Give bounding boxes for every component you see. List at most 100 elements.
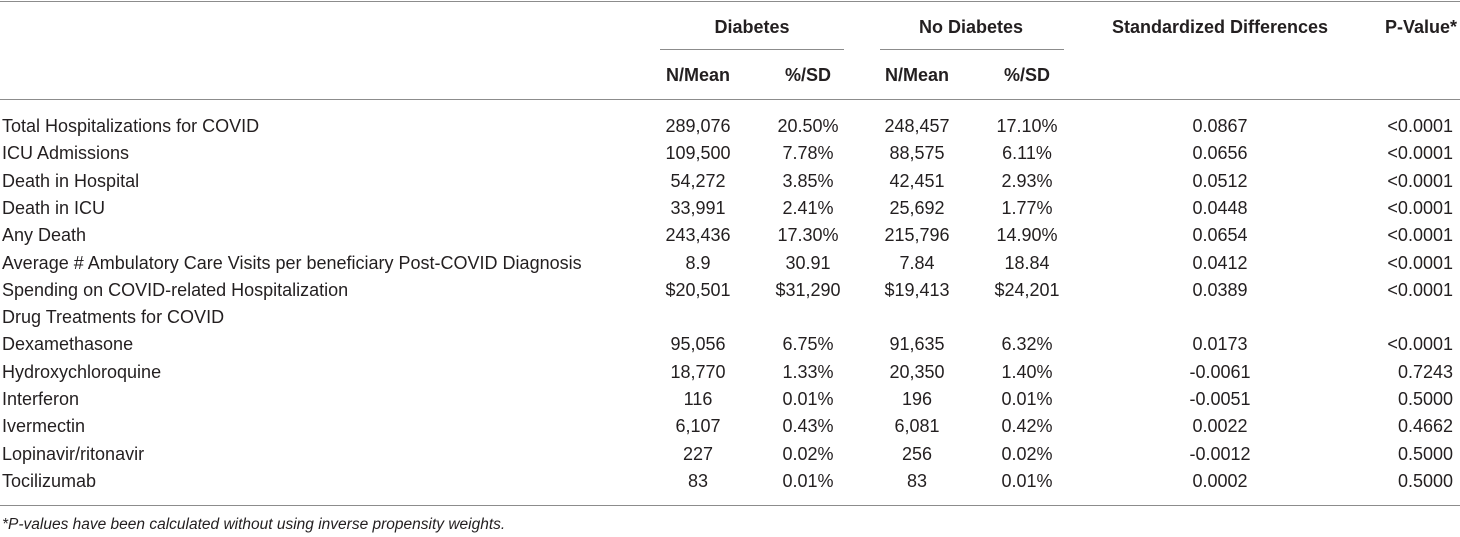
no-diabetes-pct-sd: 0.01% bbox=[1001, 389, 1053, 409]
diabetes-n-mean: 116 bbox=[683, 389, 713, 409]
standardized-difference: 0.0022 bbox=[1192, 416, 1248, 436]
diabetes-n-mean: 8.9 bbox=[685, 253, 711, 273]
row-label: ICU Admissions bbox=[2, 143, 130, 163]
no-diabetes-n-mean: 196 bbox=[901, 389, 933, 409]
standardized-difference: 0.0656 bbox=[1192, 143, 1248, 163]
row-label: Any Death bbox=[2, 225, 87, 245]
row-label: Ivermectin bbox=[2, 416, 86, 436]
no-diabetes-n-mean: 91,635 bbox=[889, 334, 945, 354]
p-value: <0.0001 bbox=[1387, 334, 1453, 354]
diabetes-n-mean: 109,500 bbox=[665, 143, 731, 163]
no-diabetes-n-mean: 7.84 bbox=[899, 253, 935, 273]
no-diabetes-pct-sd: 1.40% bbox=[1001, 362, 1053, 382]
diabetes-n-mean: 83 bbox=[687, 471, 709, 491]
no-diabetes-pct-sd: 2.93% bbox=[1001, 171, 1053, 191]
no-diabetes-n-mean: 83 bbox=[906, 471, 928, 491]
standardized-difference: 0.0867 bbox=[1192, 116, 1248, 136]
diabetes-pct-sd: 6.75% bbox=[782, 334, 834, 354]
no-diabetes-pct-sd: 1.77% bbox=[1001, 198, 1053, 218]
standardized-difference: -0.0012 bbox=[1189, 444, 1251, 464]
no-diabetes-n-mean: 215,796 bbox=[884, 225, 950, 245]
diabetes-n-mean: 95,056 bbox=[670, 334, 726, 354]
diabetes-pct-sd: 1.33% bbox=[782, 362, 834, 382]
p-value: 0.5000 bbox=[1397, 389, 1453, 409]
diabetes-pct-sd: $31,290 bbox=[775, 280, 841, 300]
diabetes-n-mean: 227 bbox=[682, 444, 714, 464]
row-label: Interferon bbox=[2, 389, 80, 409]
no-diabetes-n-mean: 248,457 bbox=[884, 116, 950, 136]
diabetes-n-mean: 54,272 bbox=[670, 171, 726, 191]
diabetes-n-mean: 18,770 bbox=[670, 362, 726, 382]
row-label: Total Hospitalizations for COVID bbox=[2, 116, 260, 136]
no-diabetes-n-mean: 6,081 bbox=[894, 416, 940, 436]
p-value: 0.5000 bbox=[1397, 444, 1453, 464]
subheader-no-diabetes-pct-sd: %/SD bbox=[1003, 65, 1051, 85]
p-value: 0.4662 bbox=[1397, 416, 1453, 436]
diabetes-n-mean: 33,991 bbox=[670, 198, 726, 218]
standardized-difference: 0.0448 bbox=[1192, 198, 1248, 218]
diabetes-span-rule bbox=[660, 49, 844, 50]
diabetes-n-mean: 289,076 bbox=[665, 116, 731, 136]
p-value: <0.0001 bbox=[1387, 143, 1453, 163]
p-value: <0.0001 bbox=[1387, 198, 1453, 218]
no-diabetes-pct-sd: 17.10% bbox=[996, 116, 1058, 136]
header-bottom-rule bbox=[0, 99, 1460, 100]
no-diabetes-pct-sd: 6.11% bbox=[1002, 143, 1052, 163]
row-label: Lopinavir/ritonavir bbox=[2, 444, 145, 464]
row-label: Spending on COVID-related Hospitalizatio… bbox=[2, 280, 349, 300]
no-diabetes-pct-sd: 18.84 bbox=[1004, 253, 1050, 273]
no-diabetes-n-mean: 88,575 bbox=[889, 143, 945, 163]
standardized-difference: 0.0173 bbox=[1192, 334, 1248, 354]
p-value: <0.0001 bbox=[1387, 116, 1453, 136]
p-value: 0.5000 bbox=[1397, 471, 1453, 491]
standardized-difference: 0.0002 bbox=[1192, 471, 1248, 491]
diabetes-pct-sd: 0.43% bbox=[782, 416, 834, 436]
table-top-rule bbox=[0, 1, 1460, 2]
standardized-difference: 0.0512 bbox=[1192, 171, 1248, 191]
standardized-difference: 0.0654 bbox=[1192, 225, 1248, 245]
row-label: Hydroxychloroquine bbox=[2, 362, 162, 382]
p-value: 0.7243 bbox=[1397, 362, 1453, 382]
table-bottom-rule bbox=[0, 505, 1460, 506]
standardized-difference: -0.0061 bbox=[1189, 362, 1251, 382]
diabetes-n-mean: 6,107 bbox=[675, 416, 721, 436]
p-value: <0.0001 bbox=[1387, 280, 1453, 300]
diabetes-pct-sd: 3.85% bbox=[782, 171, 834, 191]
standardized-difference: 0.0412 bbox=[1192, 253, 1248, 273]
no-diabetes-pct-sd: 0.02% bbox=[1001, 444, 1053, 464]
diabetes-n-mean: 243,436 bbox=[665, 225, 731, 245]
subheader-no-diabetes-n-mean: N/Mean bbox=[884, 65, 950, 85]
p-value: <0.0001 bbox=[1387, 253, 1453, 273]
subheader-diabetes-n-mean: N/Mean bbox=[665, 65, 731, 85]
standardized-difference: 0.0389 bbox=[1192, 280, 1248, 300]
row-label: Tocilizumab bbox=[2, 471, 97, 491]
diabetes-pct-sd: 0.01% bbox=[782, 389, 834, 409]
no-diabetes-n-mean: 20,350 bbox=[889, 362, 945, 382]
no-diabetes-n-mean: 25,692 bbox=[889, 198, 945, 218]
no-diabetes-n-mean: 256 bbox=[901, 444, 933, 464]
row-label: Drug Treatments for COVID bbox=[2, 307, 225, 327]
diabetes-pct-sd: 30.91 bbox=[785, 253, 831, 273]
header-diabetes: Diabetes bbox=[714, 17, 790, 37]
row-label: Death in Hospital bbox=[2, 171, 140, 191]
diabetes-pct-sd: 2.41% bbox=[782, 198, 834, 218]
diabetes-n-mean: $20,501 bbox=[665, 280, 731, 300]
standardized-difference: -0.0051 bbox=[1189, 389, 1251, 409]
no-diabetes-pct-sd: $24,201 bbox=[994, 280, 1060, 300]
diabetes-pct-sd: 0.01% bbox=[782, 471, 834, 491]
diabetes-pct-sd: 0.02% bbox=[782, 444, 834, 464]
no-diabetes-pct-sd: 0.01% bbox=[1001, 471, 1053, 491]
p-value: <0.0001 bbox=[1387, 171, 1453, 191]
no-diabetes-n-mean: 42,451 bbox=[889, 171, 945, 191]
no-diabetes-pct-sd: 14.90% bbox=[996, 225, 1058, 245]
diabetes-pct-sd: 7.78% bbox=[782, 143, 834, 163]
row-label: Dexamethasone bbox=[2, 334, 134, 354]
header-no-diabetes: No Diabetes bbox=[918, 17, 1024, 37]
header-standardized-differences: Standardized Differences bbox=[1111, 17, 1329, 37]
diabetes-pct-sd: 17.30% bbox=[777, 225, 839, 245]
p-value: <0.0001 bbox=[1387, 225, 1453, 245]
subheader-diabetes-pct-sd: %/SD bbox=[784, 65, 832, 85]
no-diabetes-n-mean: $19,413 bbox=[884, 280, 950, 300]
row-label: Average # Ambulatory Care Visits per ben… bbox=[2, 253, 582, 273]
no-diabetes-pct-sd: 6.32% bbox=[1001, 334, 1053, 354]
